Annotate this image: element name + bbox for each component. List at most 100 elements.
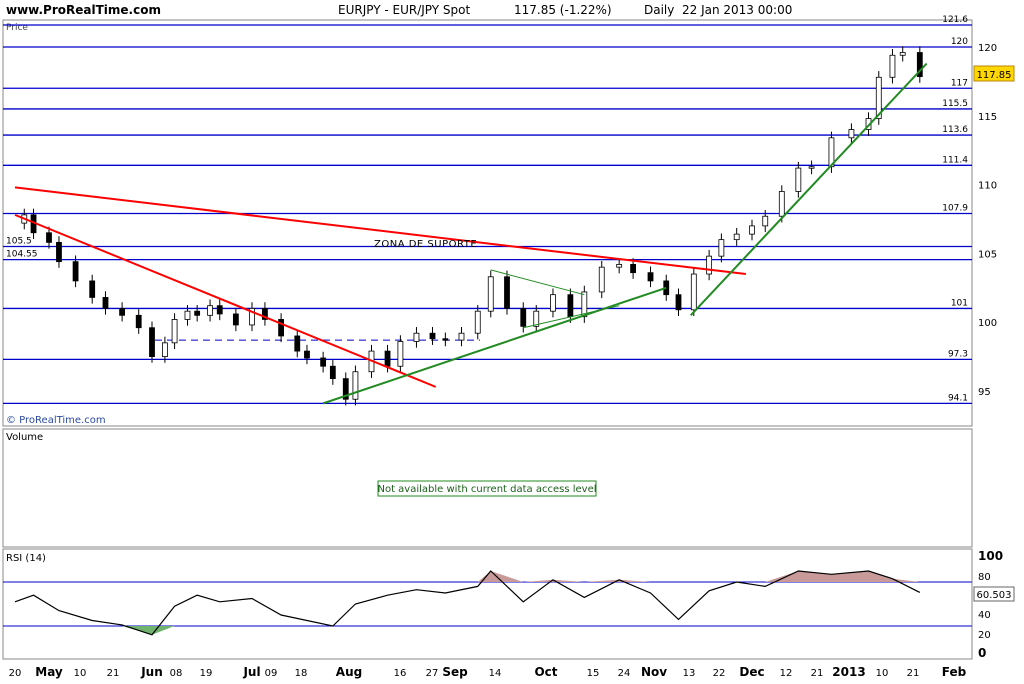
x-tick-label: 13 <box>683 668 696 679</box>
candle <box>916 46 923 83</box>
last-change: 117.85 (-1.22%) <box>514 3 612 17</box>
rsi-tick-80: 80 <box>978 572 991 583</box>
x-tick-label: 19 <box>200 668 213 679</box>
x-tick-label: Sep <box>442 665 468 679</box>
support-zone-label: ZONA DE SUPORTE <box>374 239 477 250</box>
price-tick-label: 115 <box>978 112 997 123</box>
instrument-title: EURJPY - EUR/JPY Spot <box>338 3 470 17</box>
candle <box>413 327 420 348</box>
x-tick-label: 10 <box>876 668 889 679</box>
x-tick-label: 16 <box>394 668 407 679</box>
candle <box>778 185 785 223</box>
candle <box>171 313 178 350</box>
x-tick-label: 21 <box>907 668 920 679</box>
candle <box>848 123 855 145</box>
candle <box>749 219 755 241</box>
price-panel <box>2 19 973 427</box>
rsi-tick-20: 20 <box>978 630 991 641</box>
candle <box>442 332 449 347</box>
candle <box>675 288 682 317</box>
datetime: 22 Jan 2013 00:00 <box>682 3 792 17</box>
period: Daily <box>644 3 674 17</box>
candle <box>550 288 556 318</box>
candle <box>216 299 223 321</box>
candle <box>474 305 481 340</box>
price-tick-label: 105 <box>978 249 997 260</box>
rsi-line <box>14 570 921 636</box>
x-tick-label: 21 <box>107 668 120 679</box>
candle <box>72 255 79 288</box>
candle <box>342 372 349 406</box>
rsi-value-badge <box>973 586 1015 602</box>
rsi-overbought-fill <box>477 571 920 582</box>
candle <box>329 360 336 385</box>
candle <box>89 274 96 304</box>
x-tick-label: Feb <box>942 665 967 679</box>
x-tick-label: Nov <box>641 665 667 679</box>
candle <box>184 305 191 326</box>
level-label: 121.6 <box>942 15 968 25</box>
x-tick-label: 12 <box>780 668 793 679</box>
candle <box>149 321 155 363</box>
level-label: 104.55 <box>6 250 38 260</box>
candle <box>581 285 588 323</box>
resistance-trendline <box>14 213 437 388</box>
volume-panel-label: Volume <box>6 432 43 443</box>
price-tick-label: 120 <box>978 43 997 54</box>
rsi-tick-40: 40 <box>978 610 991 621</box>
last-price-badge <box>973 65 1015 82</box>
candle <box>162 336 168 363</box>
candle <box>762 210 769 233</box>
candle <box>458 327 465 347</box>
candle <box>207 299 213 322</box>
level-label: 113.6 <box>942 125 968 135</box>
candle <box>397 335 404 373</box>
candle <box>647 266 654 288</box>
candle <box>194 305 201 322</box>
candle <box>429 327 436 345</box>
x-tick-label: 27 <box>426 668 439 679</box>
rsi-tick-100: 100 <box>978 549 1003 563</box>
price-tick-label: 100 <box>978 318 997 329</box>
volume-notice: Not available with current data access l… <box>377 484 596 495</box>
x-tick-label: Dec <box>739 665 764 679</box>
candle <box>320 351 327 373</box>
candle <box>690 267 697 317</box>
candle <box>899 46 906 62</box>
level-label: 101 <box>951 298 968 308</box>
level-label: 105.5 <box>6 237 32 247</box>
candle <box>262 302 268 326</box>
x-tick-label: 21 <box>811 668 824 679</box>
candle <box>889 49 896 84</box>
x-tick-label: 09 <box>265 668 278 679</box>
candle <box>304 344 310 365</box>
support-trendline <box>322 286 667 405</box>
candle <box>733 227 740 246</box>
candle <box>808 160 815 175</box>
rsi-oversold-fill <box>122 626 175 635</box>
candle <box>533 305 540 333</box>
price-tick-label: 95 <box>978 387 991 398</box>
candle <box>46 226 52 249</box>
triangle-pattern-line <box>490 269 585 296</box>
rsi-panel <box>2 548 973 660</box>
candle <box>352 365 359 406</box>
candle <box>102 291 109 315</box>
candle <box>135 309 142 334</box>
resistance-trendline <box>14 186 746 276</box>
x-tick-label: Aug <box>336 665 362 679</box>
candle <box>706 249 713 281</box>
candle <box>487 270 494 318</box>
price-tick-label: 110 <box>978 181 997 192</box>
x-tick-label: May <box>35 665 63 679</box>
rsi-tick-0: 0 <box>978 646 986 660</box>
candle <box>278 313 285 343</box>
candle <box>294 329 301 358</box>
candle <box>56 236 62 268</box>
site-name: www.ProRealTime.com <box>6 3 161 17</box>
candle <box>232 307 239 332</box>
candle <box>598 260 605 299</box>
level-label: 94.1 <box>948 393 968 403</box>
